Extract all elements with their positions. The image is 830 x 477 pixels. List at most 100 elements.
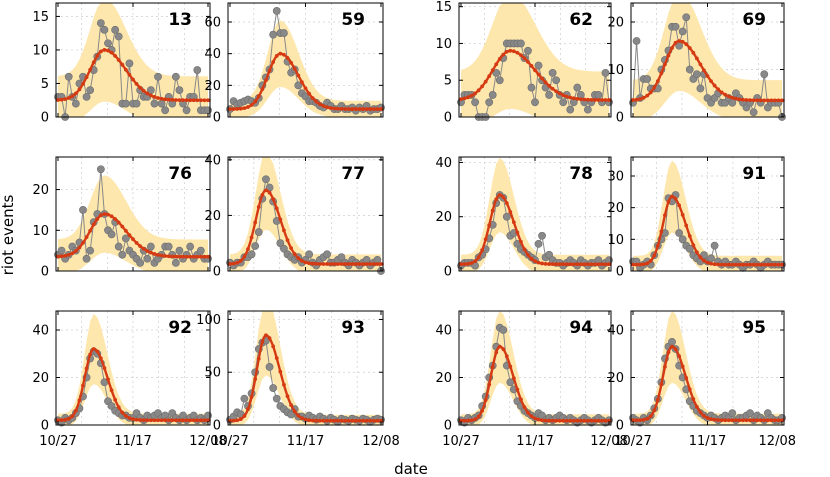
fit-point — [148, 418, 153, 423]
fit-point — [59, 97, 64, 102]
fit-point — [296, 256, 301, 261]
observed-point — [548, 68, 557, 77]
fit-point — [88, 352, 93, 357]
fit-point — [508, 48, 513, 53]
fit-point — [494, 197, 499, 202]
panel-93: 0 50 100 10/27 11/17 12/08 93 — [196, 310, 400, 449]
confidence-band — [58, 313, 208, 425]
fit-point — [554, 418, 559, 423]
fit-point — [253, 220, 258, 225]
fit-point — [278, 217, 283, 222]
fit-point — [773, 98, 777, 103]
observed-point — [247, 250, 256, 259]
fit-point — [332, 262, 337, 266]
fit-point — [526, 410, 530, 415]
fit-point — [687, 46, 692, 50]
fit-point — [487, 223, 492, 228]
fit-point — [116, 58, 121, 62]
panel-title: 91 — [742, 164, 766, 184]
observed-point — [82, 254, 91, 263]
y-tick-label: 20 — [204, 209, 221, 224]
fit-point — [181, 254, 185, 259]
observed-point — [118, 250, 127, 259]
fit-point — [242, 414, 247, 418]
fit-point — [741, 262, 745, 267]
fit-point — [325, 105, 329, 110]
observed-point — [668, 337, 676, 346]
fit-point — [106, 377, 110, 382]
fit-point — [77, 87, 82, 92]
fit-point — [375, 418, 380, 423]
fit-point — [459, 97, 463, 102]
fit-point — [519, 239, 523, 244]
fit-point — [102, 212, 107, 216]
fit-point — [540, 76, 544, 81]
fit-point — [533, 68, 537, 73]
fit-point — [473, 417, 477, 422]
fit-point — [702, 258, 706, 263]
fit-point — [533, 416, 537, 421]
fit-point — [102, 366, 107, 370]
fit-point — [776, 418, 781, 423]
fit-point — [73, 249, 78, 253]
fit-point — [188, 418, 193, 423]
fit-point — [726, 94, 731, 99]
fit-point — [235, 260, 240, 265]
fit-point — [91, 347, 96, 351]
fit-point — [723, 92, 728, 97]
fit-point — [762, 262, 767, 267]
y-tick-label: 15 — [435, 0, 452, 15]
fit-point — [490, 365, 495, 369]
fit-point — [677, 39, 682, 43]
fit-point — [670, 194, 674, 199]
panel-title: 76 — [168, 164, 192, 184]
observed-point — [121, 99, 130, 108]
fit-point — [755, 418, 760, 423]
fit-point — [652, 85, 657, 90]
observed-point — [538, 231, 546, 240]
fit-point — [109, 388, 114, 393]
fit-point — [307, 91, 311, 96]
fit-point — [748, 418, 752, 423]
fit-point — [501, 347, 506, 352]
fit-point — [73, 91, 78, 96]
fit-point — [166, 418, 171, 423]
observed-point — [114, 242, 123, 251]
fit-point — [202, 418, 207, 423]
fit-point — [659, 382, 664, 387]
observed-point — [594, 91, 603, 99]
observed-point — [531, 98, 539, 107]
fit-point — [776, 262, 781, 267]
fit-point — [698, 62, 703, 67]
fit-point — [191, 418, 196, 423]
fit-point — [314, 99, 319, 104]
y-tick-label: 0 — [444, 419, 452, 434]
fit-point — [303, 86, 308, 91]
observed-point — [488, 91, 497, 99]
fit-point — [274, 356, 279, 361]
observed-point — [678, 235, 687, 244]
fit-point — [582, 97, 587, 102]
observed-point — [534, 61, 543, 70]
panel-title: 77 — [341, 164, 365, 184]
y-tick-label: 20 — [607, 371, 624, 386]
fit-point — [769, 262, 774, 267]
observed-point — [566, 105, 575, 114]
fit-point — [138, 418, 143, 422]
fit-point — [741, 418, 745, 423]
observed-point — [132, 99, 141, 108]
observed-point — [161, 106, 170, 115]
fit-point — [593, 418, 597, 423]
fit-point — [719, 90, 724, 95]
y-tick-label: 0 — [41, 265, 49, 280]
observed-point — [265, 363, 274, 371]
fit-point — [603, 98, 608, 102]
fit-point — [350, 107, 355, 111]
fit-point — [575, 96, 580, 101]
fit-point — [317, 418, 322, 423]
observed-point — [287, 410, 296, 419]
fit-point — [751, 418, 756, 423]
fit-point — [762, 418, 767, 423]
panel-title: 78 — [569, 164, 593, 184]
fit-point — [554, 262, 559, 267]
